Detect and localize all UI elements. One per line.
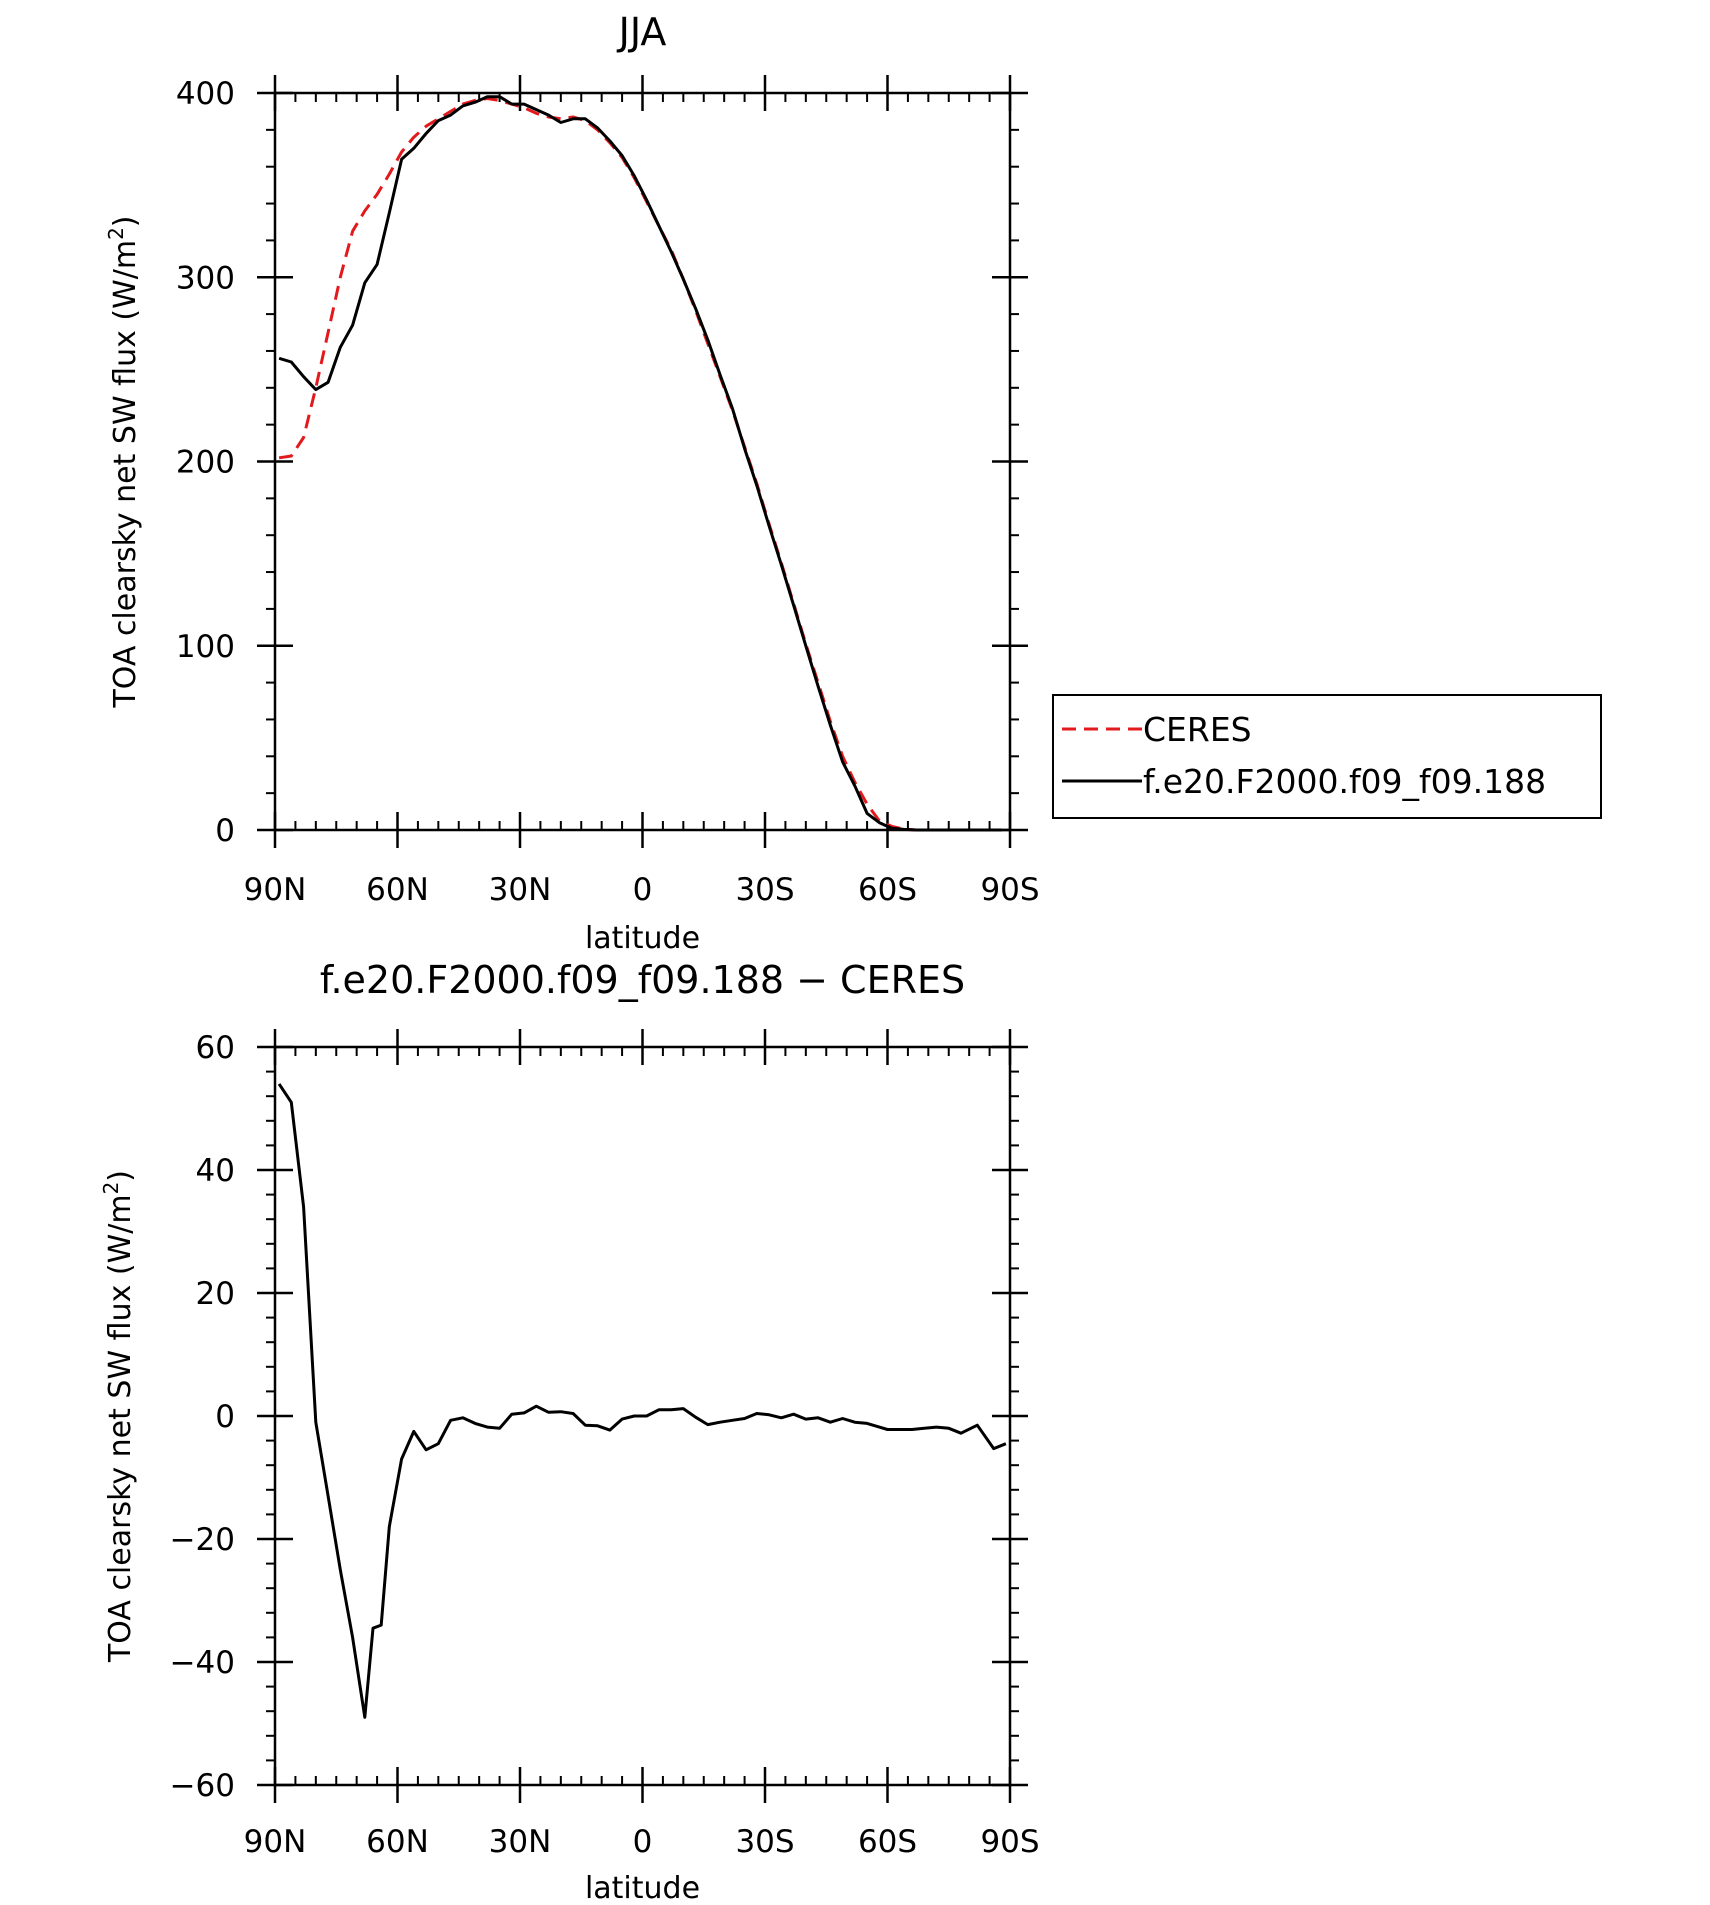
y-axis-title-main: TOA clearsky net SW flux (W/m xyxy=(108,240,143,709)
y-tick-label: 60 xyxy=(196,1030,235,1066)
x-tick-label: 30S xyxy=(735,872,794,908)
x-tick-label: 90N xyxy=(244,872,307,908)
legend-label: CERES xyxy=(1143,710,1252,749)
y-tick-label: 200 xyxy=(176,445,235,481)
legend-box xyxy=(1052,694,1602,819)
legend-label: f.e20.F2000.f09_f09.188 xyxy=(1143,762,1546,801)
y-tick-label: 400 xyxy=(176,76,235,112)
x-axis-title: latitude xyxy=(585,1871,700,1905)
x-tick-label: 30N xyxy=(489,1824,552,1860)
y-axis-title-superscript: 2 xyxy=(104,227,128,240)
y-tick-label: −60 xyxy=(170,1768,235,1804)
y-tick-label: 300 xyxy=(176,260,235,296)
x-tick-label: 0 xyxy=(633,1824,653,1860)
x-axis-title: latitude xyxy=(585,921,700,956)
y-tick-label: 40 xyxy=(196,1153,235,1189)
x-tick-label: 60S xyxy=(858,872,917,908)
plot-frame xyxy=(273,91,1012,832)
x-tick-label: 90S xyxy=(980,1824,1039,1860)
x-tick-label: 90S xyxy=(980,872,1039,908)
y-axis-title-close: ) xyxy=(108,215,143,227)
y-tick-label: −40 xyxy=(170,1645,235,1681)
x-tick-label: 90N xyxy=(244,1824,307,1860)
y-axis-title: TOA clearsky net SW flux (W/m2) xyxy=(99,1170,138,1663)
series-line-model xyxy=(277,1083,1007,1719)
series-line-model xyxy=(278,95,1002,832)
y-tick-label: −20 xyxy=(170,1522,235,1558)
x-tick-label: 0 xyxy=(633,872,653,908)
y-tick-label: 0 xyxy=(215,813,235,849)
chart-title: f.e20.F2000.f09_f09.188 − CERES xyxy=(320,958,965,1002)
y-axis-title: TOA clearsky net SW flux (W/m2) xyxy=(104,215,143,708)
x-tick-label: 60N xyxy=(366,872,429,908)
series-line-ceres xyxy=(278,97,1002,832)
legend: CERES f.e20.F2000.f09_f09.188 xyxy=(1052,694,1602,819)
y-axis-title-superscript: 2 xyxy=(99,1182,123,1195)
top-panel-jja: JJA 90N 60N 30N 0 30S 60S 90S 0 100 200 300 400 latit… xyxy=(104,10,1040,956)
x-tick-label: 60N xyxy=(366,1824,429,1860)
chart-title: JJA xyxy=(617,10,667,54)
y-tick-label: 0 xyxy=(215,1399,235,1435)
x-tick-label: 60S xyxy=(858,1824,917,1860)
y-axis-title-close: ) xyxy=(103,1170,138,1182)
y-tick-label: 20 xyxy=(196,1276,235,1312)
bottom-panel-difference: f.e20.F2000.f09_f09.188 − CERES 90N 60N 30N… xyxy=(99,958,1040,1905)
y-axis-title-main: TOA clearsky net SW flux (W/m xyxy=(103,1194,138,1663)
y-tick-label: 100 xyxy=(176,629,235,665)
x-tick-label: 30S xyxy=(735,1824,794,1860)
x-tick-label: 30N xyxy=(489,872,552,908)
